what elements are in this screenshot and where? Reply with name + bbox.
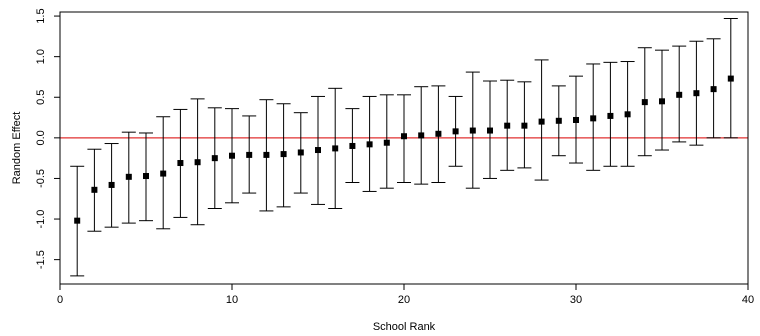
data-point-4 — [125, 173, 132, 180]
data-point-13 — [280, 151, 287, 158]
x-axis-title: School Rank — [373, 321, 436, 333]
x-axis: 0 10 20 30 40 — [57, 284, 754, 306]
data-point-30 — [573, 116, 579, 123]
data-point-7 — [177, 160, 184, 167]
data-point-21 — [418, 132, 425, 139]
x-tick-label-30: 30 — [570, 294, 582, 306]
data-point-5 — [143, 173, 149, 180]
data-point-26 — [504, 122, 511, 129]
y-tick-label-1: 1.0 — [35, 49, 47, 64]
y-tick-label-0.5: 0.5 — [35, 90, 47, 105]
data-point-16 — [332, 145, 339, 152]
data-point-25 — [487, 127, 493, 134]
data-point-27 — [521, 122, 528, 129]
data-point-1 — [74, 217, 81, 224]
data-point-35 — [659, 98, 665, 105]
data-point-6 — [160, 170, 167, 177]
data-point-22 — [435, 130, 442, 137]
data-point-32 — [607, 112, 614, 119]
points-layer — [74, 75, 734, 224]
y-tick-label--1: -1.0 — [35, 210, 47, 229]
data-point-38 — [710, 86, 717, 93]
y-axis: -1.5 -1.0 -0.5 0.0 0.5 1.0 1.5 — [35, 8, 60, 269]
x-tick-label-20: 20 — [398, 294, 410, 306]
data-point-28 — [538, 118, 545, 125]
data-point-15 — [315, 147, 321, 154]
data-point-17 — [349, 142, 356, 149]
data-point-8 — [194, 159, 201, 166]
y-tick-label-0: 0.0 — [35, 130, 47, 145]
data-point-24 — [469, 127, 476, 134]
x-tick-label-0: 0 — [57, 294, 63, 306]
y-tick-label--0.5: -0.5 — [35, 169, 47, 188]
data-point-3 — [108, 181, 115, 188]
data-point-29 — [555, 117, 562, 124]
y-tick-label-1.5: 1.5 — [35, 8, 47, 23]
data-point-23 — [452, 128, 459, 135]
x-tick-label-40: 40 — [742, 294, 754, 306]
data-point-33 — [624, 111, 631, 118]
y-axis-title: Random Effect — [11, 112, 23, 185]
data-point-2 — [91, 186, 98, 193]
data-point-12 — [263, 151, 270, 158]
data-point-34 — [641, 99, 648, 106]
data-point-18 — [366, 141, 373, 148]
x-tick-label-10: 10 — [226, 294, 238, 306]
data-point-31 — [590, 115, 597, 122]
data-point-11 — [246, 151, 253, 158]
y-tick-label--1.5: -1.5 — [35, 250, 47, 269]
data-point-9 — [211, 155, 218, 162]
data-point-37 — [693, 90, 700, 97]
data-point-39 — [727, 75, 734, 82]
data-point-10 — [229, 152, 235, 159]
data-point-36 — [676, 91, 683, 98]
data-point-14 — [297, 149, 304, 156]
error-bars-layer — [70, 17, 738, 277]
data-point-19 — [383, 139, 390, 146]
data-point-20 — [401, 133, 407, 140]
